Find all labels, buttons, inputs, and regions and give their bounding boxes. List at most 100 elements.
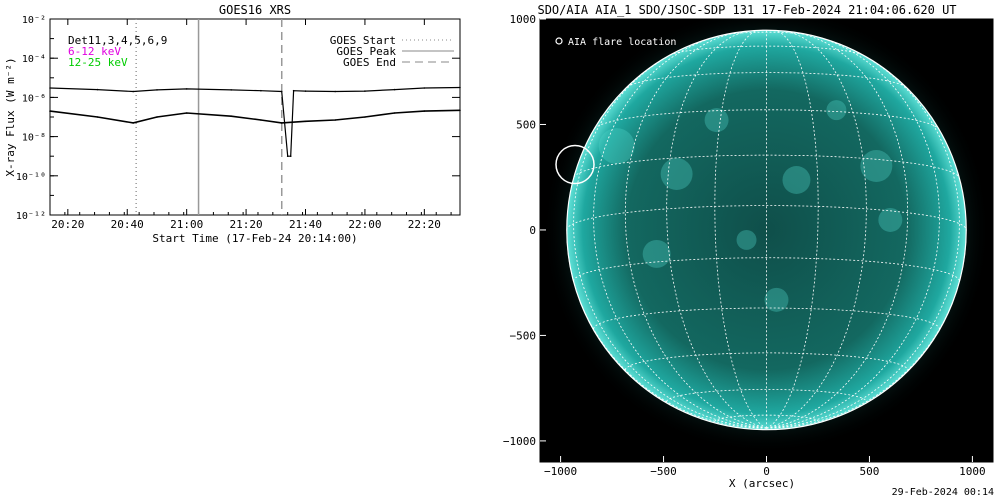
- aia-y-tick-label: 1000: [510, 13, 537, 26]
- goes-point-upper: [364, 90, 366, 92]
- flare-location-legend-icon: [555, 37, 563, 45]
- active-region: [704, 108, 729, 133]
- goes-axes: 20:20 20:40 21:00 21:20 21:40 22:00 22:20 10⁻¹²…: [16, 15, 460, 231]
- flare-location-circle: [555, 144, 595, 185]
- goes-x-tick-label: 21:20: [230, 218, 263, 231]
- goes-point-lower: [423, 110, 426, 112]
- latitude-line: [669, 45, 864, 56]
- goes-point-upper: [286, 155, 289, 157]
- aia-y-tick-label: 0: [529, 224, 536, 237]
- goes-point-lower: [459, 109, 461, 112]
- aia-x-axis-label: X (arcsec): [729, 477, 795, 490]
- goes-point-lower: [393, 112, 396, 114]
- goes-point-lower: [132, 122, 134, 124]
- aia-title: SDO/AIA AIA_1 SDO/JSOC-SDP 131 17-Feb-20…: [537, 3, 956, 17]
- aia-image-content: [542, 19, 991, 454]
- goes-y-tick-label: 10⁻⁶: [22, 93, 46, 104]
- latitude-line: [721, 31, 812, 36]
- aia-y-tick-label: 500: [516, 118, 536, 131]
- aia-y-tick-label: −500: [510, 329, 537, 342]
- active-region: [878, 207, 903, 232]
- goes-point-lower: [280, 122, 283, 124]
- goes-point-lower: [260, 119, 262, 121]
- longitude-line: [766, 32, 909, 429]
- goes-series-upper: [49, 86, 461, 157]
- legend-goes-start-label: GOES Start: [330, 34, 396, 47]
- goes-point-upper: [156, 89, 158, 91]
- goes-y-tick-label: 10⁻²: [22, 15, 46, 26]
- goes-x-tick-label: 20:20: [51, 218, 84, 231]
- goes-point-upper: [459, 86, 461, 89]
- aia-axes: −1000 −500 0 500 1000 −1000 −500 0 500 1000: [503, 13, 986, 478]
- goes-point-upper: [132, 90, 134, 93]
- active-region: [598, 128, 635, 165]
- goes-xrs-svg: GOES16 XRS X-ray Flux (W m⁻²) Start Time…: [4, 3, 461, 245]
- flare-location-legend-label: AIA flare location: [568, 37, 676, 48]
- goes-point-upper: [423, 87, 426, 89]
- solar-disk: [566, 30, 967, 430]
- longitude-line: [624, 32, 767, 429]
- latitude-line: [566, 205, 967, 231]
- goes-point-upper: [304, 90, 307, 92]
- goes-series-lower: [49, 109, 461, 124]
- goes-point-upper: [230, 89, 232, 91]
- goes-point-upper: [280, 90, 283, 93]
- goes-point-lower: [334, 119, 337, 121]
- goes-marks: [49, 19, 461, 215]
- aia-x-tick-label: 0: [763, 465, 770, 478]
- active-region: [642, 239, 671, 268]
- goes-y-tick-label: 10⁻⁴: [22, 54, 46, 65]
- longitude-line: [766, 30, 819, 429]
- goes-point-lower: [230, 115, 232, 117]
- longitude-line: [593, 34, 767, 429]
- aia-y-tick-label: −1000: [503, 435, 536, 448]
- goes-point-lower: [96, 116, 99, 118]
- aia-x-tick-label: −1000: [544, 465, 577, 478]
- detector-label: Det11,3,4,5,6,9: [68, 34, 167, 47]
- goes-y-tick-label: 10⁻¹⁰: [16, 172, 46, 183]
- active-region: [782, 166, 811, 195]
- latitude-line: [573, 257, 960, 282]
- goes-title: GOES16 XRS: [219, 3, 291, 17]
- goes-point-upper: [292, 89, 295, 92]
- active-region: [660, 158, 693, 191]
- goes-x-tick-label: 22:20: [408, 218, 441, 231]
- band-label-12-25kev: 12-25 keV: [68, 56, 128, 69]
- goes-y-tick-label: 10⁻⁸: [22, 133, 46, 144]
- goes-point-upper: [334, 90, 337, 93]
- legend-goes-end-label: GOES End: [343, 56, 396, 69]
- aia-x-tick-label: −500: [650, 465, 677, 478]
- legend-goes-peak-label: GOES Peak: [336, 45, 396, 58]
- goes-point-lower: [49, 110, 51, 112]
- footer-timestamp: 29-Feb-2024 00:14: [891, 487, 994, 498]
- longitude-line: [714, 30, 767, 429]
- goes-point-lower: [185, 112, 188, 114]
- goes-point-upper: [185, 88, 188, 90]
- heliographic-grid: [566, 30, 967, 429]
- goes-x-tick-label: 22:00: [348, 218, 381, 231]
- goes-point-upper: [96, 88, 99, 91]
- aia-image-chart: SDO/AIA AIA_1 SDO/JSOC-SDP 131 17-Feb-20…: [495, 0, 1000, 500]
- goes-x-tick-label: 21:40: [289, 218, 322, 231]
- goes-y-axis-label: X-ray Flux (W m⁻²): [4, 57, 17, 176]
- goes-legend: GOES Start GOES Peak GOES End: [330, 34, 454, 69]
- longitude-line: [766, 34, 940, 429]
- aia-x-tick-label: 500: [860, 465, 880, 478]
- goes-x-axis-label: Start Time (17-Feb-24 20:14:00): [152, 232, 357, 245]
- goes-point-upper: [49, 87, 51, 89]
- latitude-line: [573, 154, 960, 178]
- goes-point-upper: [260, 89, 262, 92]
- goes-point-lower: [156, 116, 158, 118]
- band-label-6-12kev: 6-12 keV: [68, 45, 121, 58]
- latitude-line: [624, 352, 909, 371]
- solar-limb: [566, 29, 967, 431]
- goes-x-tick-label: 21:00: [170, 218, 203, 231]
- active-region: [736, 229, 757, 250]
- aia-x-tick-label: 1000: [959, 465, 986, 478]
- goes-point-lower: [304, 120, 307, 123]
- aia-svg: SDO/AIA AIA_1 SDO/JSOC-SDP 131 17-Feb-20…: [503, 3, 994, 490]
- active-region: [764, 287, 789, 312]
- goes-point-lower: [364, 116, 366, 118]
- goes-y-tick-label: 10⁻¹²: [16, 211, 46, 222]
- goes-point-upper: [289, 155, 292, 157]
